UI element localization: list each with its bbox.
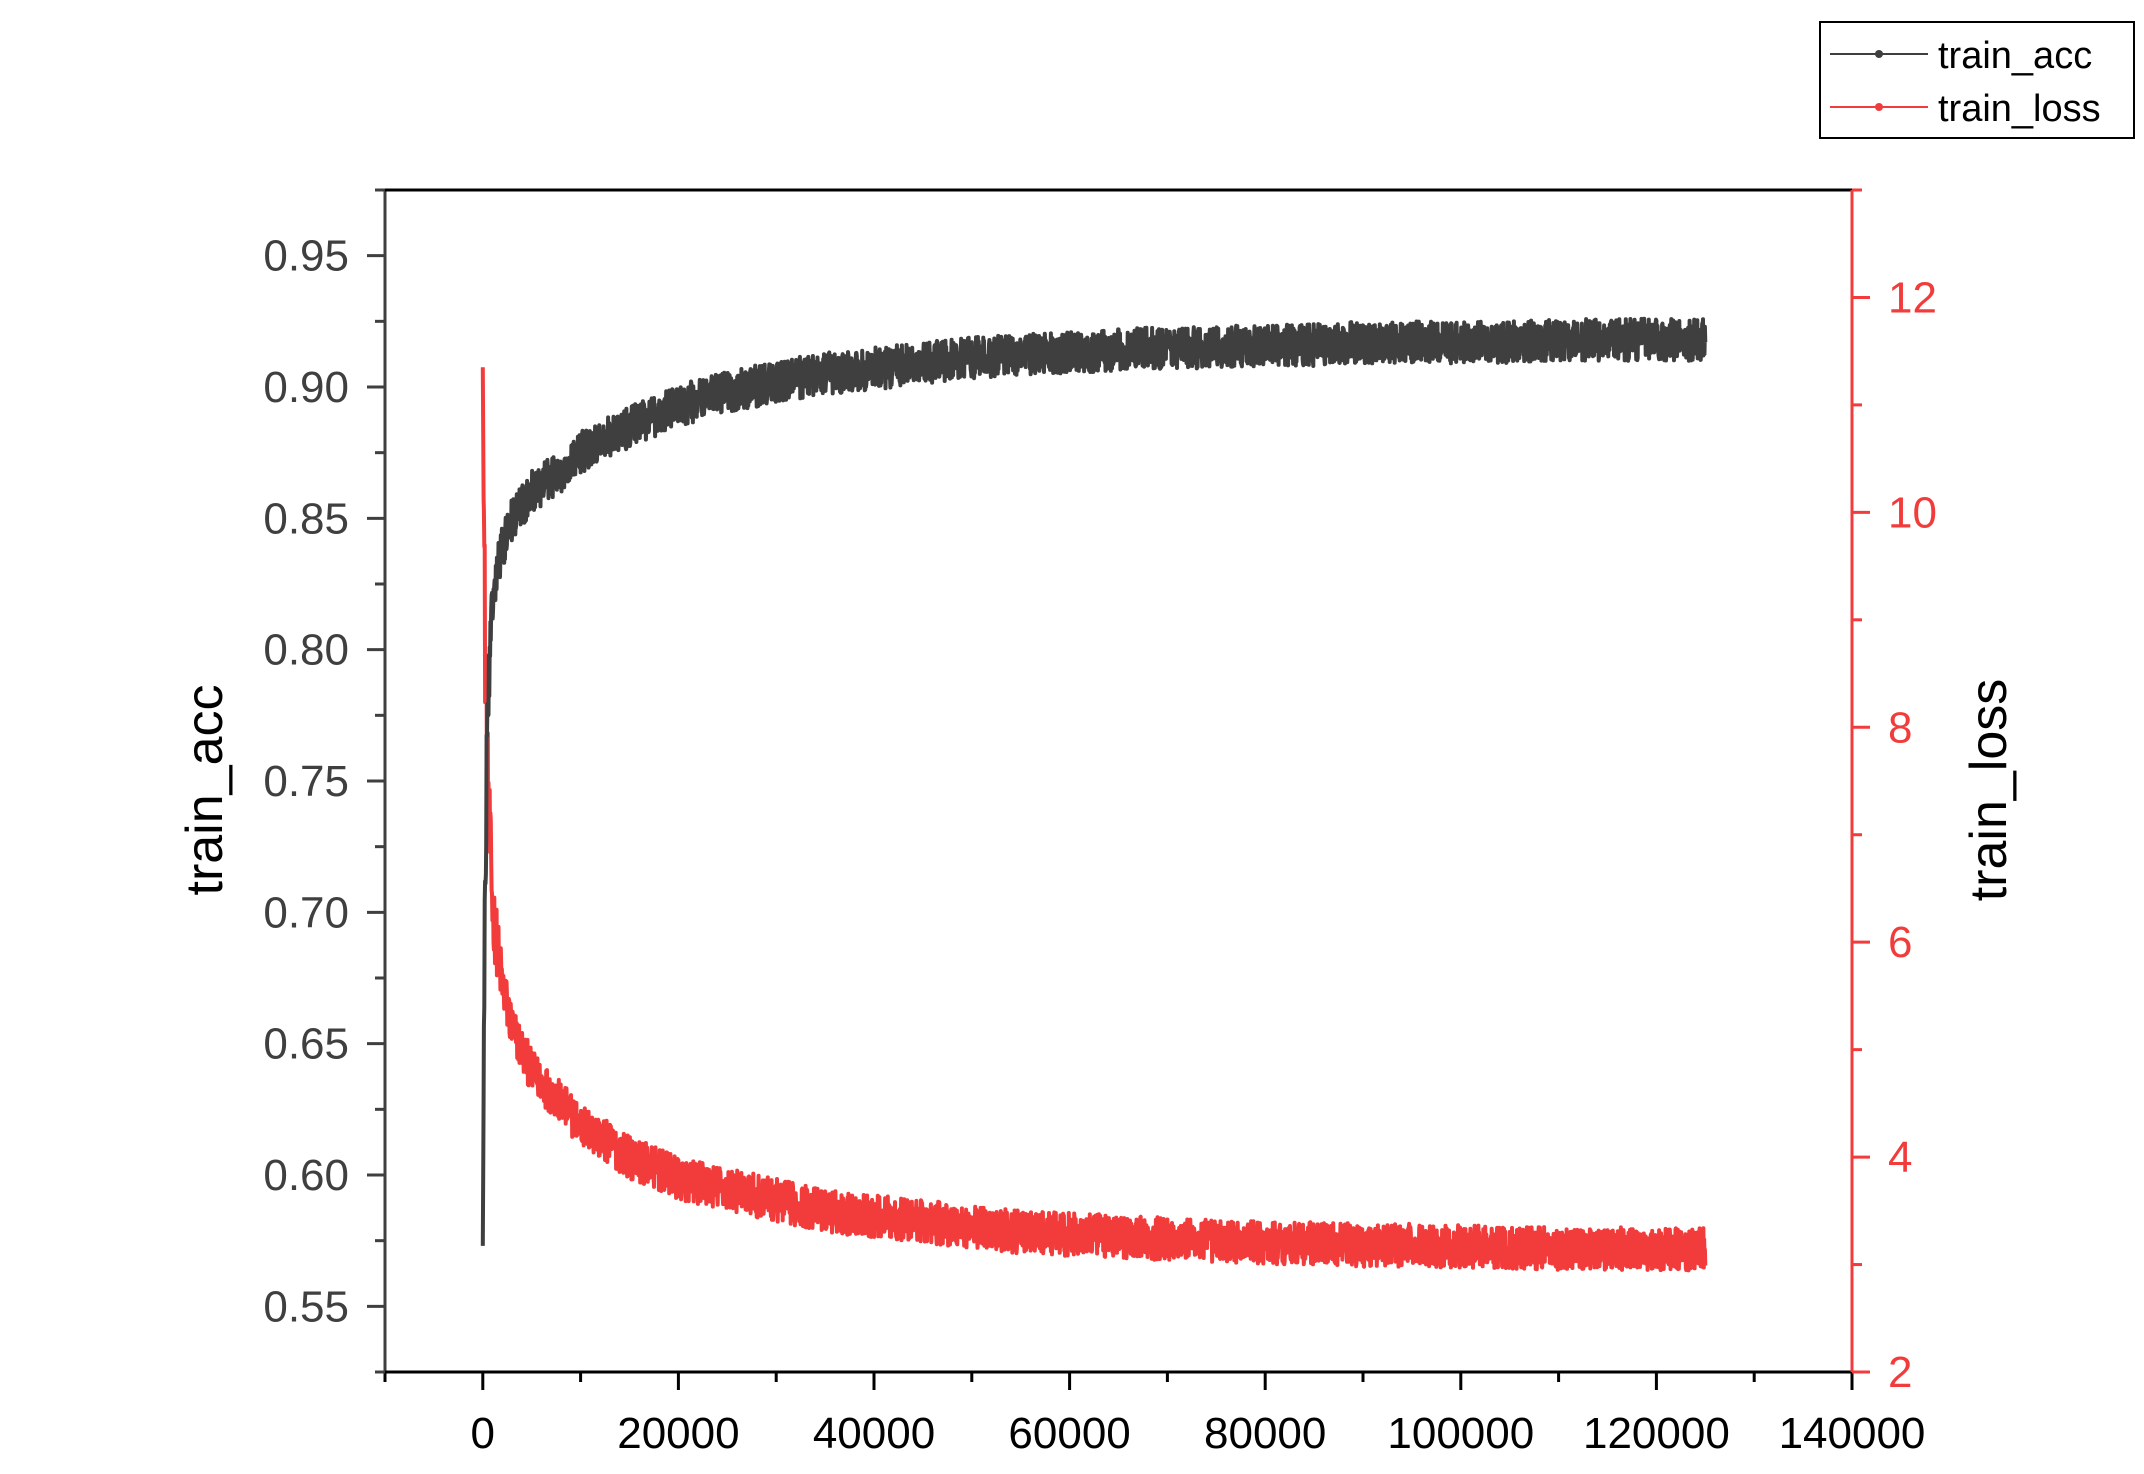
series-layer	[480, 316, 1708, 1273]
x-tick-label: 100000	[1387, 1409, 1534, 1458]
series-line-train-loss	[480, 367, 1708, 1273]
y2-tick-label: 2	[1888, 1348, 1912, 1397]
x-tick-label: 20000	[617, 1409, 739, 1458]
y2-tick-label: 10	[1888, 488, 1937, 537]
x-axis-ticks: 0 20000 40000 60000 80000 100000 120000 140000	[383, 1372, 1926, 1458]
x-tick-label: 0	[471, 1409, 495, 1458]
x-tick-label: 120000	[1583, 1409, 1730, 1458]
x-tick-label: 140000	[1779, 1409, 1926, 1458]
y-tick-label: 0.65	[263, 1020, 349, 1069]
x-tick-label: 40000	[813, 1409, 935, 1458]
y-tick-label: 0.75	[263, 757, 349, 806]
legend: train_acc train_loss	[1819, 21, 2135, 139]
y2-tick-label: 8	[1888, 703, 1912, 752]
left-y-axis-title: train_acc	[176, 685, 234, 896]
left-y-axis-ticks: 0.55 0.60 0.65 0.70 0.75 0.80 0.85 0.90 0.95	[263, 188, 385, 1374]
y-tick-label: 0.90	[263, 363, 349, 412]
right-y-axis-title: train_loss	[1960, 679, 2018, 902]
legend-marker-train-acc	[1875, 50, 1883, 58]
y2-tick-label: 12	[1888, 273, 1937, 322]
y-tick-label: 0.55	[263, 1282, 349, 1331]
y-tick-label: 0.60	[263, 1151, 349, 1200]
y-tick-label: 0.70	[263, 888, 349, 937]
y2-tick-label: 6	[1888, 918, 1912, 967]
x-tick-label: 60000	[1008, 1409, 1130, 1458]
legend-label-train-acc: train_acc	[1938, 35, 2092, 77]
series-line-train-acc	[480, 316, 1708, 1246]
y-tick-label: 0.85	[263, 494, 349, 543]
y-tick-label: 0.80	[263, 626, 349, 675]
legend-label-train-loss: train_loss	[1938, 88, 2101, 130]
x-tick-label: 80000	[1204, 1409, 1326, 1458]
legend-box	[1819, 21, 2135, 139]
legend-marker-train-loss	[1875, 103, 1883, 111]
right-y-axis-ticks: 2 4 6 8 10 12	[1852, 188, 1937, 1397]
y-tick-label: 0.95	[263, 232, 349, 281]
y2-tick-label: 4	[1888, 1133, 1912, 1182]
